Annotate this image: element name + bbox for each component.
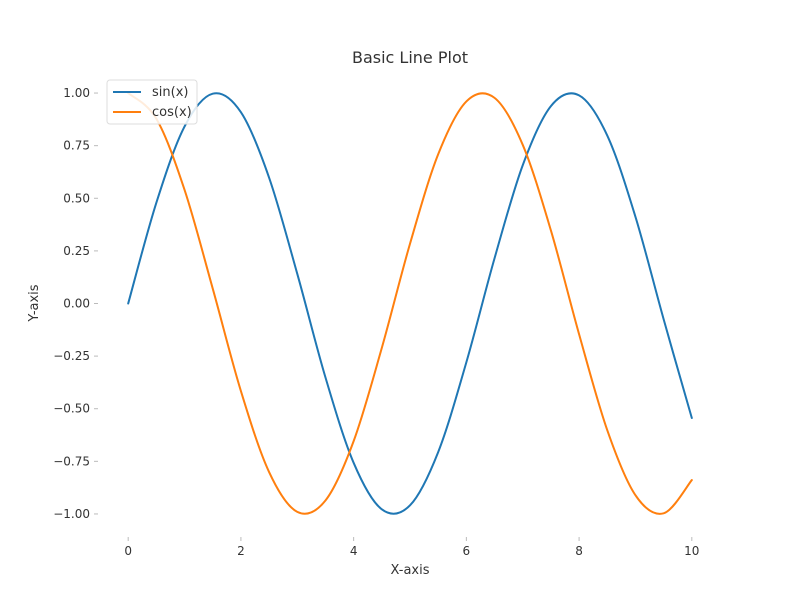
x-tick-label: 2 [237,544,245,558]
legend-label: cos(x) [152,105,192,120]
chart-title: Basic Line Plot [352,48,468,67]
y-tick-label: −0.25 [53,349,90,363]
series-line-sin [127,92,693,515]
series-line-cos [127,92,693,515]
y-tick-label: 0.25 [63,244,90,258]
y-tick-label: 0.00 [63,297,90,311]
y-tick-label: 0.50 [63,191,90,205]
y-tick-label: 1.00 [63,86,90,100]
y-axis-ticks: 1.00 0.75 0.50 0.25 0.00 −0.25 −0.50 −0.75 −1.00 [53,86,98,521]
x-axis-label: X-axis [391,563,430,578]
x-tick-label: 4 [350,544,358,558]
x-tick-label: 8 [575,544,583,558]
series-lines [127,92,693,515]
legend-label: sin(x) [152,85,188,100]
y-tick-label: 0.75 [63,139,90,153]
legend: sin(x) cos(x) [106,79,198,125]
y-tick-label: −1.00 [53,507,90,521]
y-tick-label: −0.75 [53,454,90,468]
x-tick-label: 0 [124,544,132,558]
y-tick-label: −0.50 [53,402,90,416]
x-tick-label: 6 [463,544,471,558]
x-tick-label: 10 [684,544,699,558]
y-axis-label: Y-axis [27,284,42,322]
x-axis-ticks: 0 2 4 6 8 10 [124,537,699,558]
